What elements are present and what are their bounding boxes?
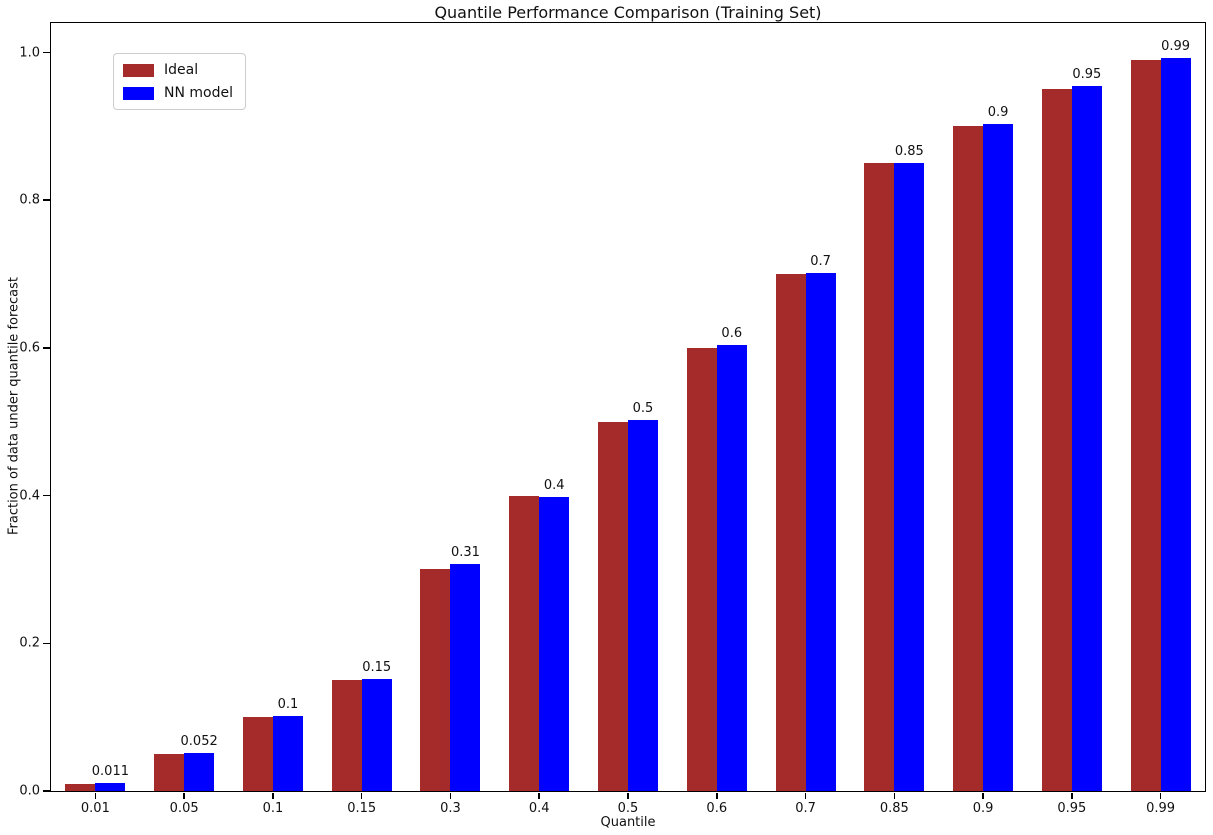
x-tick-mark (360, 792, 363, 799)
x-tick-label: 0.01 (80, 801, 110, 816)
bar-nn-model-0.85 (894, 162, 925, 791)
x-tick-mark (272, 792, 274, 799)
y-tick-label: 0.4 (19, 488, 40, 504)
bar-ideal-0.9 (953, 126, 984, 791)
legend-swatch-ideal (123, 63, 154, 77)
chart-title: Quantile Performance Comparison (Trainin… (434, 3, 822, 22)
x-tick-label: 0.5 (617, 801, 639, 816)
bar-ideal-0.5 (598, 421, 628, 791)
y-tick-mark (43, 494, 50, 497)
bar-ideal-0.95 (1041, 89, 1072, 791)
bar-ideal-0.7 (775, 274, 806, 791)
x-tick-label: 0.3 (440, 801, 461, 816)
bar-value-label: 0.1 (277, 696, 299, 712)
y-tick-label: 0.2 (19, 635, 40, 651)
x-tick-mark (1071, 792, 1073, 799)
bar-nn-model-0.99 (1160, 58, 1191, 791)
bar-value-label: 0.31 (450, 545, 480, 561)
legend-label-nn-model: NN model (164, 85, 233, 101)
x-tick-mark (183, 792, 185, 799)
bar-nn-model-0.1 (272, 715, 303, 791)
x-tick-mark (893, 792, 896, 799)
bar-nn-model-0.01 (95, 782, 126, 791)
x-tick-mark (715, 792, 718, 799)
bar-value-label: 0.7 (810, 254, 831, 270)
bar-nn-model-0.5 (628, 419, 658, 791)
y-tick-mark (43, 199, 50, 202)
x-tick-label: 0.1 (262, 801, 284, 816)
bar-value-label: 0.85 (894, 143, 924, 159)
y-tick-label: 1.0 (19, 45, 40, 61)
bar-ideal-0.01 (65, 783, 96, 791)
x-tick-mark (627, 792, 629, 799)
bar-nn-model-0.9 (983, 124, 1014, 791)
bar-ideal-0.05 (154, 754, 185, 791)
bar-ideal-0.1 (242, 717, 273, 791)
bar-value-label: 0.052 (180, 733, 218, 749)
bar-ideal-0.85 (864, 163, 895, 791)
y-tick-mark (43, 347, 50, 349)
bar-value-label: 0.5 (632, 400, 654, 416)
bar-nn-model-0.4 (539, 497, 570, 791)
legend-label-ideal: Ideal (164, 62, 199, 78)
bar-value-label: 0.011 (91, 763, 129, 779)
x-tick-mark (94, 792, 97, 799)
x-tick-label: 0.05 (169, 801, 199, 816)
bar-nn-model-0.3 (450, 564, 481, 791)
bar-value-label: 0.95 (1072, 66, 1102, 82)
y-tick-mark (43, 790, 50, 792)
x-tick-label: 0.95 (1057, 801, 1087, 816)
y-tick-label: 0.0 (19, 783, 40, 799)
x-tick-label: 0.85 (879, 801, 909, 816)
legend-item-ideal: Ideal (123, 62, 233, 78)
x-tick-label: 0.99 (1146, 801, 1176, 816)
plot-area: Ideal NN model 0.0 0.2 0.4 0.6 0.8 1.0 0.011 0.… (19, 22, 1206, 816)
bar-ideal-0.4 (509, 495, 540, 791)
bar-nn-model-0.95 (1071, 85, 1102, 791)
x-tick-mark (982, 792, 984, 799)
bar-value-label: 0.15 (362, 659, 392, 675)
bar-value-label: 0.4 (543, 478, 565, 494)
bar-value-label: 0.9 (987, 105, 1009, 121)
x-tick-label: 0.7 (795, 801, 816, 816)
x-tick-label: 0.15 (347, 801, 377, 816)
y-tick-mark (43, 642, 50, 645)
x-tick-label: 0.6 (706, 801, 728, 816)
bar-ideal-0.3 (420, 569, 451, 791)
bar-ideal-0.6 (686, 347, 717, 791)
y-tick-mark (43, 51, 50, 54)
bar-value-label: 0.99 (1161, 39, 1191, 55)
x-tick-label: 0.4 (528, 801, 550, 816)
y-tick-label: 0.8 (19, 192, 40, 208)
x-tick-label: 0.9 (972, 801, 994, 816)
legend: Ideal NN model (113, 53, 246, 110)
bar-ideal-0.99 (1130, 59, 1161, 791)
bar-nn-model-0.05 (184, 752, 215, 791)
x-tick-mark (538, 792, 541, 799)
bar-nn-model-0.7 (805, 273, 836, 791)
bar-value-label: 0.6 (721, 325, 743, 341)
bar-nn-model-0.6 (716, 344, 747, 791)
x-axis-label: Quantile (600, 815, 656, 830)
x-tick-mark (1159, 792, 1162, 799)
x-tick-mark (449, 792, 452, 799)
legend-swatch-nn-model (123, 86, 154, 100)
bar-ideal-0.15 (331, 680, 362, 791)
y-tick-label: 0.6 (19, 340, 40, 356)
bar-nn-model-0.15 (361, 678, 392, 791)
legend-item-nn-model: NN model (123, 85, 233, 101)
x-tick-mark (804, 792, 807, 799)
